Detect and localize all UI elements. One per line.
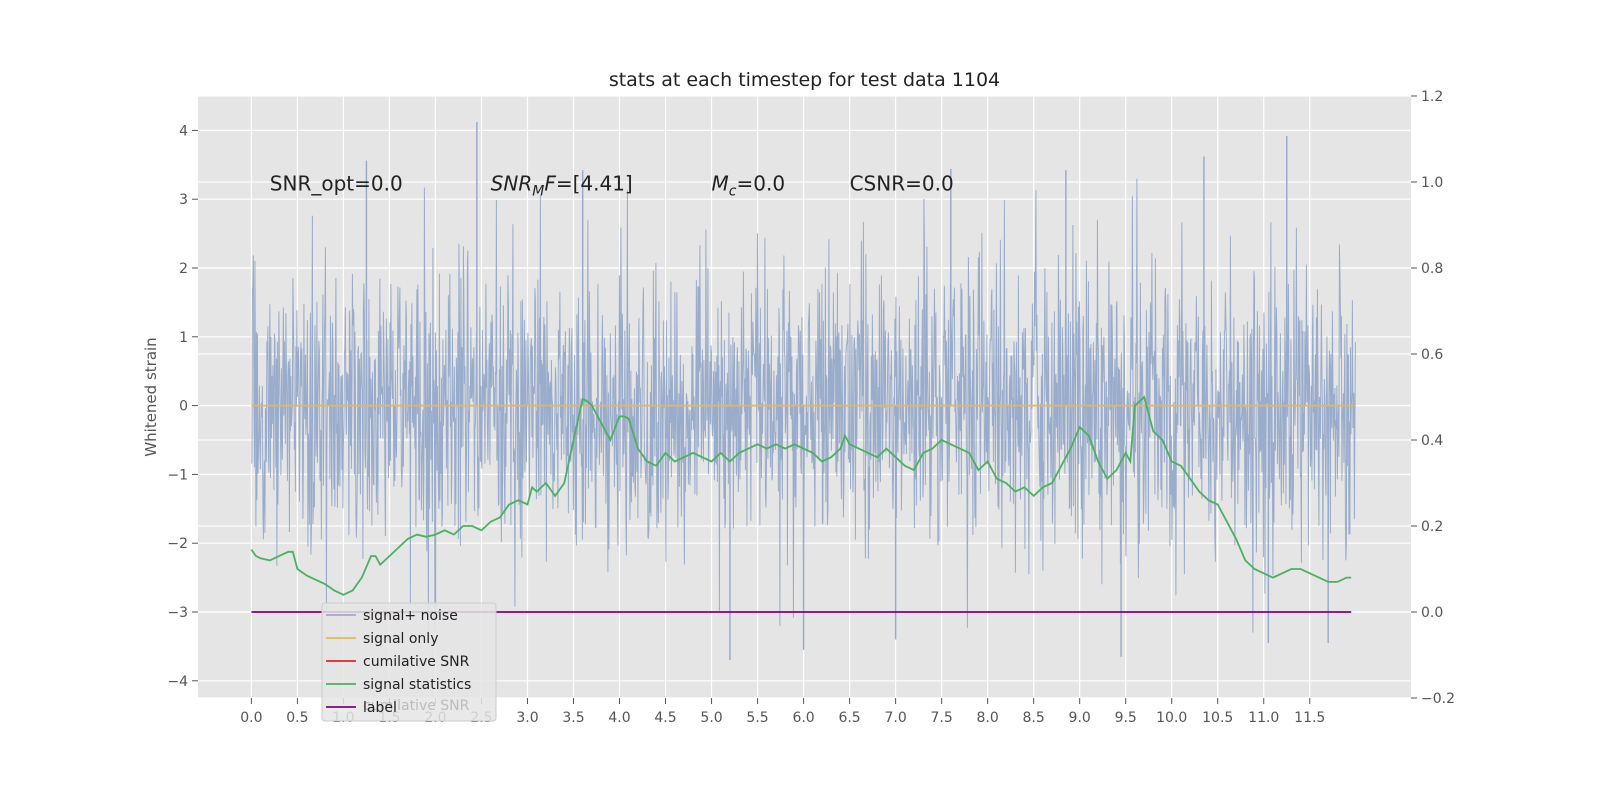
x-axis: 0.00.51.01.52.02.53.03.54.04.55.05.56.06… [240,698,1325,726]
yr-tick-label-0: −0.2 [1421,691,1455,707]
annotation-snr-mf: SNRMF=[4.41] [491,171,633,199]
yr-tick-label-1: 0.0 [1421,605,1443,621]
y-tick-label-3: −1 [167,467,188,483]
x-tick-label-13: 6.5 [838,710,860,726]
legend-label-0: signal+ noise [363,608,458,624]
legend-label-1: signal only [363,631,438,647]
y-tick-label-5: 1 [179,330,188,346]
yr-tick-label-7: 1.2 [1421,89,1443,105]
legend-ghost-text: cumilative SNR [363,698,470,714]
yr-tick-label-5: 0.8 [1421,261,1443,277]
x-tick-label-18: 9.0 [1069,710,1091,726]
x-tick-label-9: 4.5 [654,710,676,726]
annotation-mc: Mc=0.0 [712,171,786,199]
x-tick-label-22: 11.0 [1248,710,1279,726]
x-tick-label-15: 7.5 [930,710,952,726]
y-tick-label-2: −2 [167,536,188,552]
legend-label-2: cumilative SNR [363,654,470,670]
y-tick-label-4: 0 [179,399,188,415]
annotation-csnr: CSNR=0.0 [850,171,954,195]
legend-label-4: label [363,700,397,716]
yr-tick-label-2: 0.2 [1421,519,1443,535]
x-tick-label-17: 8.5 [1023,710,1045,726]
y-tick-label-8: 4 [179,123,188,139]
x-tick-label-20: 10.0 [1156,710,1187,726]
y-tick-label-7: 3 [179,192,188,208]
yr-tick-label-4: 0.6 [1421,347,1443,363]
legend-label-3: signal statistics [363,677,471,693]
annotations: SNR_opt=0.0 SNRMF=[4.41] Mc=0.0 CSNR=0.0 [270,171,954,199]
legend: cumilative SNR signal+ noise signal only cu… [321,602,497,722]
y-tick-label-0: −4 [167,674,188,690]
signal-noise-series [250,122,1356,661]
x-tick-label-11: 5.5 [746,710,768,726]
yr-tick-label-3: 0.4 [1421,433,1443,449]
x-tick-label-23: 11.5 [1294,710,1325,726]
y-axis-label: Whitened strain [142,337,160,456]
x-tick-label-16: 8.0 [977,710,999,726]
x-tick-label-0: 0.0 [240,710,262,726]
legend-box [321,602,497,722]
yr-tick-label-6: 1.0 [1421,175,1443,191]
x-tick-label-19: 9.5 [1115,710,1137,726]
x-tick-label-10: 5.0 [700,710,722,726]
right-y-axis: −0.2 0.0 0.2 0.4 0.6 0.8 1.0 1.2 [1411,89,1455,707]
y-tick-label-1: −3 [167,605,188,621]
x-tick-label-6: 3.0 [516,710,538,726]
annotation-snr-opt: SNR_opt=0.0 [270,171,403,195]
x-tick-label-12: 6.0 [792,710,814,726]
x-tick-label-21: 10.5 [1202,710,1233,726]
left-y-axis: −4 −3 −2 −1 0 1 2 3 4 [167,123,198,690]
x-tick-label-1: 0.5 [286,710,308,726]
x-tick-label-7: 3.5 [562,710,584,726]
plot-area [198,96,1411,698]
x-tick-label-8: 4.0 [608,710,630,726]
chart-title: stats at each timestep for test data 110… [609,69,1000,91]
x-tick-label-14: 7.0 [884,710,906,726]
series-line-3 [250,395,1352,596]
y-tick-label-6: 2 [179,261,188,277]
